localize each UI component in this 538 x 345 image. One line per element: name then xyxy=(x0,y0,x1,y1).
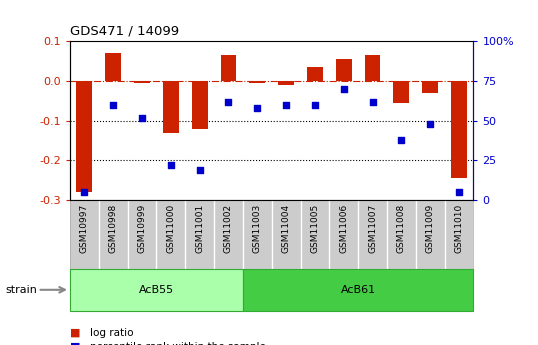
Point xyxy=(167,162,175,168)
Bar xyxy=(221,55,236,81)
Text: ■: ■ xyxy=(70,342,81,345)
Point xyxy=(339,86,348,92)
Text: GSM10997: GSM10997 xyxy=(80,204,89,253)
Point xyxy=(310,102,319,108)
Point xyxy=(109,102,117,108)
Bar xyxy=(192,81,208,129)
Text: GSM10998: GSM10998 xyxy=(109,204,118,253)
Point xyxy=(195,167,204,173)
Bar xyxy=(422,81,438,93)
Bar xyxy=(365,55,380,81)
Text: GSM11001: GSM11001 xyxy=(195,204,204,253)
Text: ■: ■ xyxy=(70,328,81,338)
Bar xyxy=(249,81,265,83)
Text: GSM10999: GSM10999 xyxy=(138,204,146,253)
Bar xyxy=(336,59,352,81)
Bar xyxy=(243,269,473,310)
Point xyxy=(455,189,463,195)
Bar xyxy=(451,81,467,178)
Point xyxy=(426,121,435,127)
Point xyxy=(138,115,146,120)
Bar xyxy=(70,269,243,310)
Text: GDS471 / 14099: GDS471 / 14099 xyxy=(70,25,179,38)
Bar xyxy=(393,81,409,103)
Bar xyxy=(278,81,294,85)
Text: GSM11006: GSM11006 xyxy=(339,204,348,253)
Text: percentile rank within the sample: percentile rank within the sample xyxy=(90,342,266,345)
Point xyxy=(282,102,291,108)
Text: GSM11007: GSM11007 xyxy=(368,204,377,253)
Text: GSM11002: GSM11002 xyxy=(224,204,233,253)
Text: AcB55: AcB55 xyxy=(139,285,174,295)
Point xyxy=(253,105,261,111)
Text: GSM11008: GSM11008 xyxy=(397,204,406,253)
Bar xyxy=(105,53,121,81)
Text: GSM11000: GSM11000 xyxy=(166,204,175,253)
Point xyxy=(80,189,89,195)
Text: GSM11003: GSM11003 xyxy=(253,204,262,253)
Bar xyxy=(134,81,150,83)
Text: GSM11005: GSM11005 xyxy=(310,204,320,253)
Bar xyxy=(76,81,93,192)
Text: strain: strain xyxy=(5,285,37,295)
Bar xyxy=(163,81,179,132)
Point xyxy=(397,137,406,142)
Text: log ratio: log ratio xyxy=(90,328,134,338)
Text: AcB61: AcB61 xyxy=(341,285,376,295)
Bar xyxy=(307,67,323,81)
Text: GSM11010: GSM11010 xyxy=(455,204,464,253)
Point xyxy=(224,99,233,105)
Text: GSM11004: GSM11004 xyxy=(281,204,291,253)
Point xyxy=(368,99,377,105)
Text: GSM11009: GSM11009 xyxy=(426,204,435,253)
